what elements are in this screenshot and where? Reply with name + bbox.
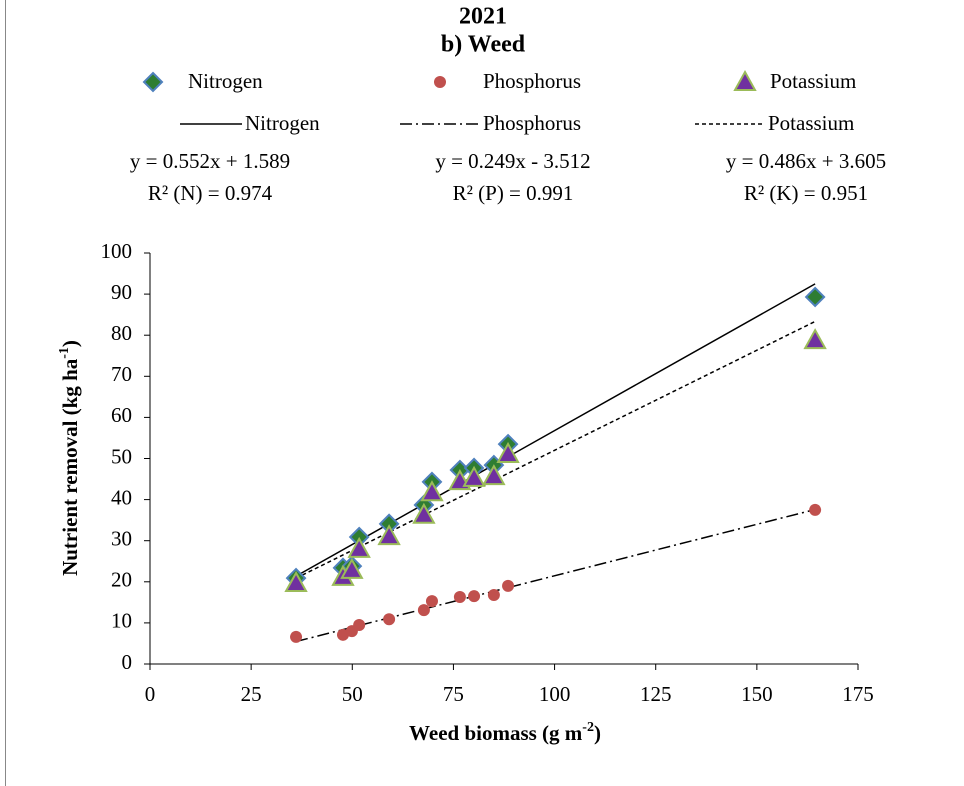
- legend-label: Potassium: [770, 69, 856, 93]
- y-tick-label: 10: [111, 609, 132, 633]
- legend-marker: [733, 69, 757, 91]
- y-tick-label: 0: [122, 650, 133, 674]
- data-point: [453, 591, 466, 604]
- x-label-text: Weed biomass (g m: [409, 721, 583, 745]
- data-point: [417, 604, 430, 617]
- x-tick-label: 75: [443, 682, 464, 706]
- y-label-sup: -1: [57, 347, 72, 359]
- data-point: [468, 590, 481, 603]
- x-tick-label: 50: [342, 682, 363, 706]
- x-label-end: ): [594, 721, 601, 745]
- r-squared: R² (K) = 0.951: [744, 181, 868, 205]
- x-tick-label: 25: [241, 682, 262, 706]
- y-axis-label: Nutrient removal (kg ha-1): [57, 340, 82, 576]
- data-point: [502, 579, 515, 592]
- legend-trend-label: Potassium: [768, 111, 854, 135]
- data-point: [353, 618, 366, 631]
- data-point: [290, 630, 303, 643]
- x-tick-label: 100: [539, 682, 571, 706]
- legend-label: Phosphorus: [483, 69, 581, 93]
- data-point: [809, 503, 822, 516]
- data-point: [377, 524, 401, 546]
- equation: y = 0.249x - 3.512: [435, 149, 590, 173]
- legend-trend-label: Nitrogen: [245, 111, 320, 135]
- legend-marker: [142, 71, 164, 93]
- x-tick-label: 125: [640, 682, 672, 706]
- y-tick-label: 50: [111, 444, 132, 468]
- y-tick-label: 100: [101, 239, 133, 263]
- y-label-end: ): [58, 340, 82, 347]
- data-point: [487, 588, 500, 601]
- data-point: [425, 595, 438, 608]
- data-point: [462, 465, 486, 487]
- equation: y = 0.552x + 1.589: [130, 149, 290, 173]
- legend-label: Nitrogen: [188, 69, 263, 93]
- x-label-sup: -2: [582, 720, 594, 735]
- y-tick-label: 40: [111, 485, 132, 509]
- trendline: [295, 320, 816, 579]
- data-point: [284, 570, 308, 593]
- data-point: [347, 536, 371, 558]
- x-tick-label: 175: [842, 682, 874, 706]
- y-label-text: Nutrient removal (kg ha: [58, 358, 82, 576]
- chart-subtitle: b) Weed: [441, 32, 526, 58]
- data-point: [340, 557, 364, 579]
- data-point: [803, 328, 827, 350]
- y-tick-label: 20: [111, 568, 132, 592]
- y-tick-label: 90: [111, 280, 132, 304]
- equation: y = 0.486x + 3.605: [726, 149, 886, 173]
- x-tick-label: 150: [741, 682, 773, 706]
- r-squared: R² (N) = 0.974: [148, 181, 273, 205]
- y-tick-label: 70: [111, 362, 132, 386]
- trendline: [295, 508, 816, 643]
- data-point: [496, 441, 520, 463]
- y-tick-label: 30: [111, 527, 132, 551]
- x-tick-label: 0: [145, 682, 156, 706]
- data-point: [412, 502, 436, 524]
- r-squared: R² (P) = 0.991: [453, 181, 574, 205]
- y-tick-label: 60: [111, 403, 132, 427]
- data-point: [383, 613, 396, 626]
- legend-trend-label: Phosphorus: [483, 111, 581, 135]
- x-axis-label: Weed biomass (g m-2): [409, 720, 601, 745]
- chart-title: 2021: [459, 4, 507, 30]
- data-point: [804, 286, 826, 308]
- data-point: [482, 464, 506, 486]
- data-point: [420, 480, 444, 502]
- y-tick-label: 80: [111, 321, 132, 345]
- legend-marker: [434, 76, 446, 88]
